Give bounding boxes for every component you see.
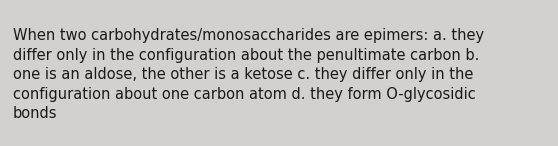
Text: configuration about one carbon atom d. they form O-glycosidic: configuration about one carbon atom d. t… — [13, 86, 476, 101]
Text: one is an aldose, the other is a ketose c. they differ only in the: one is an aldose, the other is a ketose … — [13, 67, 473, 82]
Text: When two carbohydrates/monosaccharides are epimers: a. they: When two carbohydrates/monosaccharides a… — [13, 28, 484, 43]
Text: bonds: bonds — [13, 106, 57, 121]
Text: differ only in the configuration about the penultimate carbon b.: differ only in the configuration about t… — [13, 47, 479, 62]
